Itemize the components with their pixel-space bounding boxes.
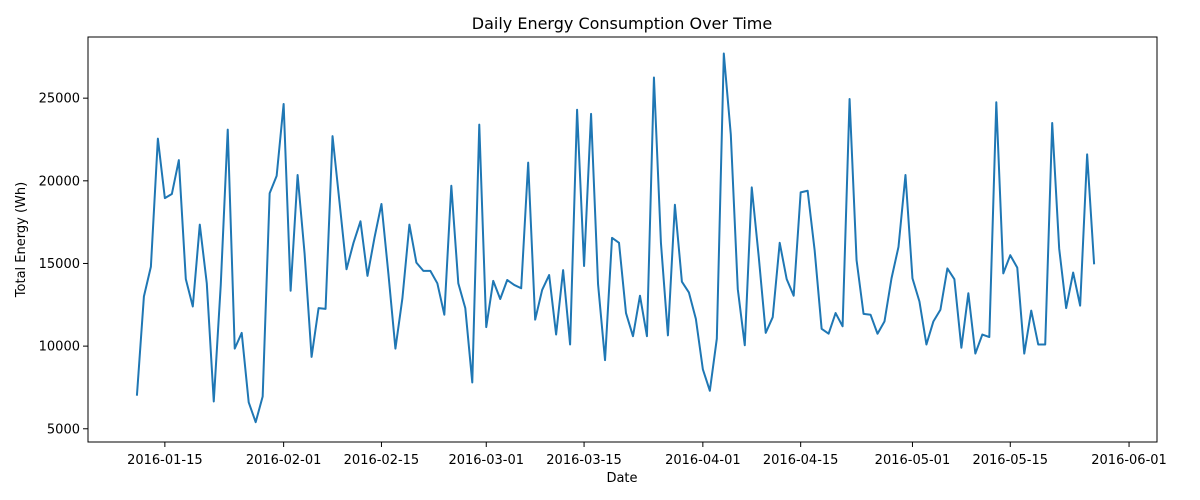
y-axis-label: Total Energy (Wh)	[14, 182, 29, 298]
x-tick-label: 2016-05-01	[875, 453, 951, 468]
x-axis-label: Date	[606, 471, 637, 486]
x-tick-label: 2016-06-01	[1091, 453, 1167, 468]
x-tick-label: 2016-04-01	[665, 453, 741, 468]
x-tick-label: 2016-02-01	[246, 453, 322, 468]
chart-title: Daily Energy Consumption Over Time	[472, 14, 772, 33]
x-tick-label: 2016-03-01	[448, 453, 524, 468]
plot-area	[135, 52, 1096, 424]
y-tick-label: 25000	[39, 92, 80, 107]
x-tick-label: 2016-04-15	[763, 453, 839, 468]
x-tick-label: 2016-02-15	[344, 453, 420, 468]
x-tick-label: 2016-03-15	[546, 453, 622, 468]
series-line-1	[135, 52, 1096, 424]
plot-frame	[87, 36, 1158, 443]
x-axis: 2016-01-15 2016-02-01 2016-02-15 2016-03-01…	[127, 442, 1167, 468]
x-tick-label: 2016-01-15	[127, 453, 203, 468]
y-tick-label: 15000	[39, 257, 80, 272]
x-tick-label: 2016-05-15	[972, 453, 1048, 468]
y-tick-label: 5000	[47, 422, 80, 437]
y-tick-label: 10000	[39, 340, 80, 355]
y-axis: 5000 10000 15000 20000 25000	[39, 92, 88, 437]
y-tick-label: 20000	[39, 174, 80, 189]
